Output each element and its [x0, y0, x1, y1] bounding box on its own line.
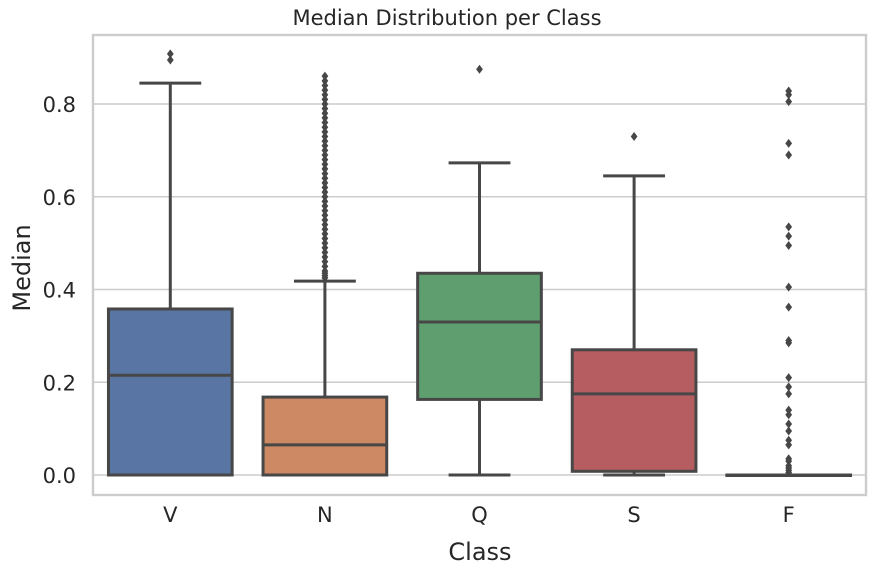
outlier-point: [785, 461, 793, 471]
outlier-point: [321, 141, 329, 151]
outlier-point: [321, 113, 329, 123]
y-tick-label: 0.0: [43, 464, 76, 488]
outlier-point: [321, 122, 329, 132]
outlier-point: [785, 405, 793, 415]
outlier-point: [166, 55, 174, 65]
outlier-point: [785, 231, 793, 241]
outlier-point: [785, 138, 793, 148]
outlier-point: [321, 127, 329, 137]
outlier-point: [321, 196, 329, 206]
outlier-point: [321, 71, 329, 81]
outlier-point: [321, 159, 329, 169]
y-tick-label: 0.6: [43, 186, 76, 210]
outlier-point: [321, 210, 329, 220]
outlier-point: [785, 419, 793, 429]
outlier-point: [785, 454, 793, 464]
outlier-point: [321, 108, 329, 118]
outlier-point: [785, 150, 793, 160]
outlier-point: [785, 389, 793, 399]
box-S: [570, 131, 698, 477]
outlier-point: [785, 410, 793, 420]
y-tick-label: 0.8: [43, 93, 76, 117]
outlier-point: [321, 201, 329, 211]
x-tick-label: N: [317, 503, 333, 527]
y-tick-label: 0.2: [43, 371, 76, 395]
box-N: [261, 71, 389, 477]
outlier-point: [321, 118, 329, 128]
outlier-point: [785, 97, 793, 107]
outlier-point: [785, 373, 793, 383]
outlier-point: [321, 169, 329, 179]
box-F: [725, 86, 853, 478]
x-tick-label: F: [783, 503, 795, 527]
outlier-point: [321, 238, 329, 248]
outlier-point: [321, 155, 329, 165]
outlier-point: [321, 136, 329, 146]
outlier-point: [321, 131, 329, 141]
chart-title: Median Distribution per Class: [292, 6, 601, 30]
y-tick-labels: 0.0 0.2 0.4 0.6 0.8: [43, 93, 76, 488]
plot-frame: [91, 33, 868, 497]
outlier-point: [321, 215, 329, 225]
outlier-point: [785, 302, 793, 312]
outlier-point: [321, 220, 329, 230]
x-axis-label: Class: [448, 538, 511, 566]
outlier-point: [321, 80, 329, 90]
outlier-point: [321, 90, 329, 100]
outlier-point: [321, 229, 329, 239]
outlier-point: [321, 182, 329, 192]
outlier-point: [630, 131, 638, 141]
outlier-point: [321, 173, 329, 183]
outlier-point: [321, 94, 329, 104]
outlier-point: [321, 224, 329, 234]
x-tick-label: Q: [471, 503, 488, 527]
outlier-point: [321, 261, 329, 271]
box-Q: [416, 64, 543, 477]
outlier-point: [321, 178, 329, 188]
outlier-point: [321, 150, 329, 160]
outlier-point: [785, 426, 793, 436]
outlier-point: [785, 435, 793, 445]
outlier-point: [476, 64, 483, 74]
box-body: [570, 348, 698, 473]
outlier-point: [785, 336, 793, 346]
outlier-point: [785, 222, 793, 232]
box-body: [106, 307, 234, 477]
box-V: [106, 49, 234, 477]
outlier-point: [785, 240, 793, 250]
outlier-point: [321, 206, 329, 216]
outlier-point: [321, 266, 329, 276]
outlier-point: [321, 99, 329, 109]
outlier-point: [321, 257, 329, 267]
x-tick-label: V: [163, 503, 178, 527]
box-body: [416, 271, 543, 401]
outlier-point: [785, 382, 793, 392]
outlier-point: [321, 233, 329, 243]
outlier-point: [321, 252, 329, 262]
y-axis-label: Median: [8, 224, 36, 311]
outlier-point: [785, 86, 793, 96]
x-tick-label: S: [627, 503, 640, 527]
outlier-point: [321, 104, 329, 114]
box-body: [261, 395, 389, 477]
boxes-group: [106, 49, 853, 478]
outlier-point: [166, 49, 174, 59]
outlier-point: [785, 440, 793, 450]
outlier-point: [321, 164, 329, 174]
outlier-point: [321, 85, 329, 95]
outlier-point: [321, 76, 329, 86]
outlier-point: [321, 247, 329, 257]
outlier-point: [785, 282, 793, 292]
outlier-point: [321, 192, 329, 202]
outlier-point: [321, 243, 329, 253]
outlier-point: [321, 145, 329, 155]
outlier-point: [321, 187, 329, 197]
y-tick-label: 0.4: [43, 279, 76, 303]
